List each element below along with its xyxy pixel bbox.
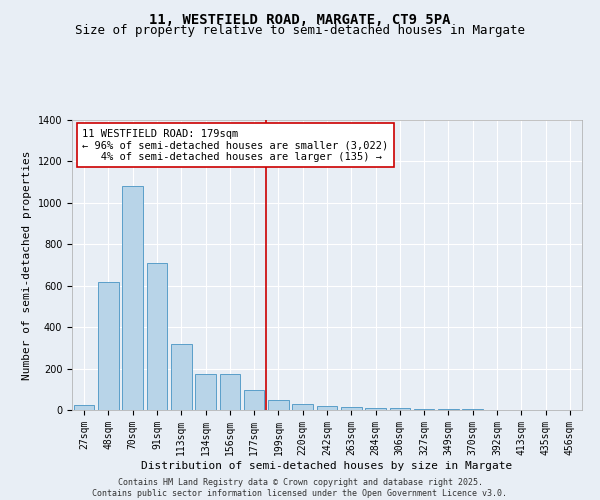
Text: Size of property relative to semi-detached houses in Margate: Size of property relative to semi-detach… [75, 24, 525, 37]
Bar [268, 400, 289, 410]
Bar [195, 374, 216, 410]
Y-axis label: Number of semi-detached properties: Number of semi-detached properties [22, 150, 32, 380]
X-axis label: Distribution of semi-detached houses by size in Margate: Distribution of semi-detached houses by … [142, 460, 512, 470]
Bar [244, 390, 265, 410]
Bar [341, 407, 362, 410]
Bar [414, 409, 434, 410]
Text: 11 WESTFIELD ROAD: 179sqm
← 96% of semi-detached houses are smaller (3,022)
   4: 11 WESTFIELD ROAD: 179sqm ← 96% of semi-… [82, 128, 388, 162]
Bar [389, 408, 410, 410]
Bar [317, 406, 337, 410]
Bar [98, 282, 119, 410]
Bar [365, 408, 386, 410]
Text: Contains HM Land Registry data © Crown copyright and database right 2025.
Contai: Contains HM Land Registry data © Crown c… [92, 478, 508, 498]
Bar [122, 186, 143, 410]
Bar [171, 344, 191, 410]
Bar [146, 263, 167, 410]
Bar [292, 404, 313, 410]
Text: 11, WESTFIELD ROAD, MARGATE, CT9 5PA: 11, WESTFIELD ROAD, MARGATE, CT9 5PA [149, 12, 451, 26]
Bar [74, 405, 94, 410]
Bar [220, 374, 240, 410]
